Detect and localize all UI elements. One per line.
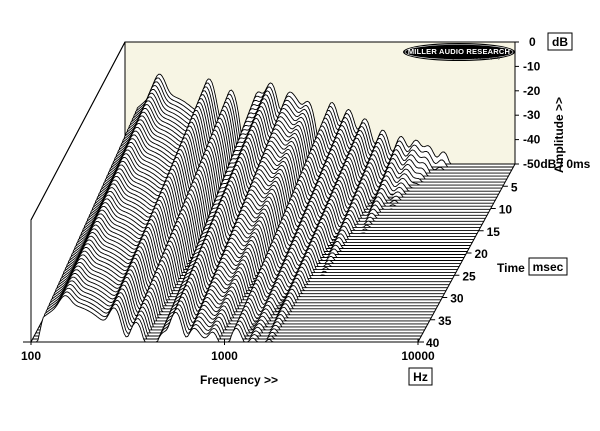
time-tick-label: 35: [438, 314, 452, 328]
logo-brand-text: MILLER AUDIO RESEARCH: [408, 47, 510, 56]
time-tick-label: 20: [475, 247, 489, 261]
amplitude-axis-label: Amplitude >>: [552, 97, 566, 173]
frequency-tick-label: 10000: [401, 349, 435, 363]
frequency-tick-label: 1000: [211, 349, 238, 363]
frequency-ticks: 100 1000 10000: [21, 339, 435, 363]
time-tick-label: 10: [499, 203, 513, 217]
time-tick-label: 25: [462, 269, 476, 283]
amplitude-tick-label: -10: [523, 59, 541, 73]
time-tick-label: 15: [487, 225, 501, 239]
db-unit-box: [547, 32, 573, 51]
amplitude-tick-label: -40: [523, 133, 541, 147]
depth-edge: [30, 41, 126, 221]
time-tick-label: 40: [426, 336, 440, 350]
waterfall-slices: [30, 73, 516, 343]
amplitude-ticks: 0 -10 -20 -30 -40 -50dB / 0ms: [515, 35, 591, 171]
msec-unit-box: [528, 257, 568, 276]
amplitude-unit: dB: [552, 35, 568, 49]
time-ticks: 5 10 15 20 25 30 35 40: [418, 180, 518, 350]
time-tick-label: 5: [511, 180, 518, 194]
time-tick-label: 30: [450, 292, 464, 306]
time-axis-label: Time: [497, 261, 525, 275]
frequency-unit: Hz: [413, 370, 428, 384]
time-unit: msec: [533, 260, 564, 274]
frequency-axis-label: Frequency >>: [200, 373, 278, 387]
amplitude-tick-label: 0: [529, 35, 536, 49]
amplitude-tick-label: -20: [523, 84, 541, 98]
amplitude-tick-label: -50dB / 0ms: [523, 157, 591, 171]
miller-audio-research-logo: MILLER AUDIO RESEARCH setting the measur…: [403, 43, 515, 61]
amplitude-tick-label: -30: [523, 108, 541, 122]
frequency-tick-label: 100: [21, 349, 41, 363]
logo-tagline-text: setting the measure of sound quality: [444, 56, 500, 60]
hz-unit-box: [408, 367, 433, 386]
